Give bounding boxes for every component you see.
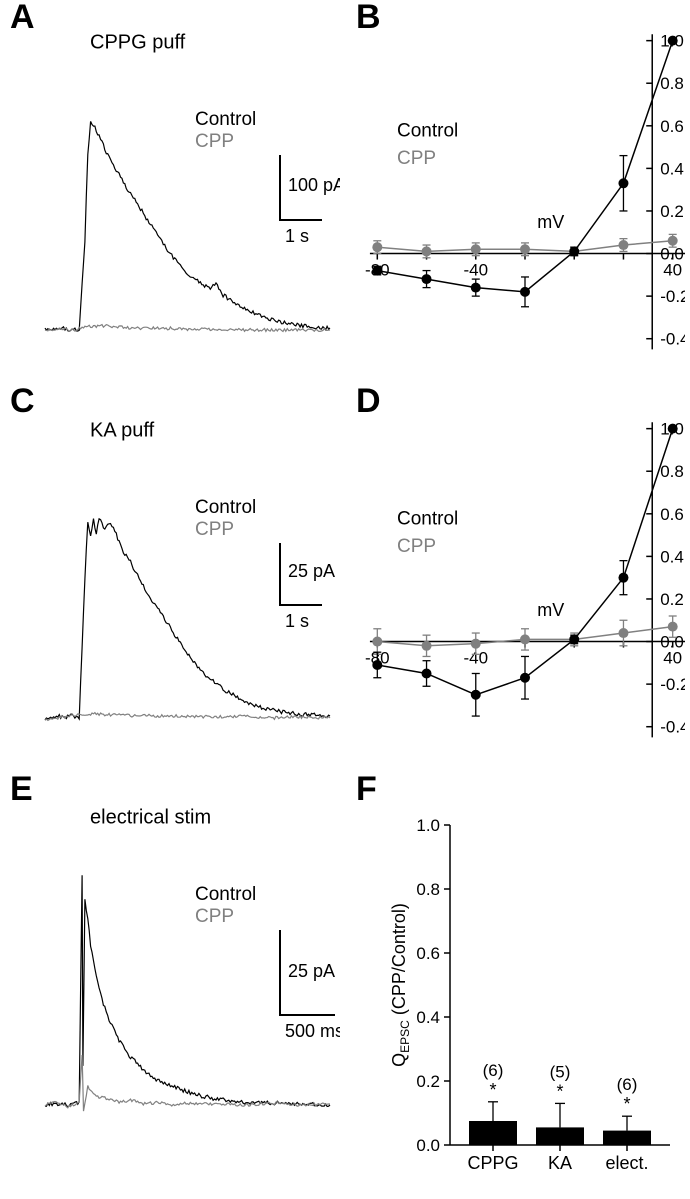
svg-text:mV: mV (537, 600, 564, 620)
svg-text:Control: Control (397, 508, 458, 529)
svg-text:KA: KA (548, 1153, 572, 1173)
svg-text:CPP: CPP (195, 519, 234, 540)
svg-text:0.2: 0.2 (660, 202, 684, 221)
svg-text:CPPG: CPPG (467, 1153, 518, 1173)
svg-text:(6): (6) (617, 1075, 638, 1094)
svg-text:0.8: 0.8 (416, 880, 440, 899)
svg-text:1 s: 1 s (285, 226, 309, 246)
svg-text:1 s: 1 s (285, 611, 309, 631)
svg-text:0.4: 0.4 (660, 159, 684, 178)
svg-text:0.6: 0.6 (660, 117, 684, 136)
svg-text:QEPSC (CPP/Control): QEPSC (CPP/Control) (390, 903, 412, 1067)
svg-text:0.6: 0.6 (416, 944, 440, 963)
panel-letter-d: D (356, 382, 381, 421)
svg-text:(5): (5) (550, 1062, 571, 1081)
svg-text:-40: -40 (463, 261, 488, 280)
panel-e-trace: electrical stim ControlCPP 25 pA 500 ms (35, 805, 340, 1145)
panel-c-trace: KA puff ControlCPP 25 pA 1 s (35, 418, 340, 748)
svg-text:*: * (556, 1081, 563, 1101)
svg-text:Control: Control (195, 109, 256, 130)
svg-text:25 pA: 25 pA (288, 961, 335, 981)
panel-letter-c: C (10, 382, 35, 421)
panel-d-iv: -80-4040-0.4-0.20.00.20.40.60.81.0Q/Q+40… (365, 418, 685, 748)
panel-b-iv: -80-4040-0.4-0.20.00.20.40.60.81.0Q/Q+40… (365, 30, 685, 360)
svg-text:0.2: 0.2 (416, 1072, 440, 1091)
panel-letter-e: E (10, 770, 33, 809)
svg-text:CPP: CPP (397, 148, 436, 169)
svg-text:-0.2: -0.2 (660, 675, 685, 694)
svg-text:CPP: CPP (397, 536, 436, 557)
panel-a-trace: CPPG puff ControlCPP 100 pA 1 s (35, 30, 340, 360)
svg-text:*: * (623, 1094, 630, 1114)
svg-text:0.8: 0.8 (660, 462, 684, 481)
svg-text:100 pA: 100 pA (288, 175, 340, 195)
svg-text:elect.: elect. (605, 1153, 648, 1173)
svg-text:-0.4: -0.4 (660, 718, 685, 737)
svg-text:0.4: 0.4 (660, 547, 684, 566)
panel-letter-f: F (356, 770, 377, 809)
svg-text:(6): (6) (483, 1061, 504, 1080)
svg-text:Control: Control (195, 884, 256, 905)
svg-text:1.0: 1.0 (416, 816, 440, 835)
svg-text:0.2: 0.2 (660, 590, 684, 609)
svg-text:500 ms: 500 ms (285, 1021, 340, 1041)
svg-text:0.0: 0.0 (416, 1136, 440, 1155)
svg-text:0.8: 0.8 (660, 74, 684, 93)
svg-text:KA puff: KA puff (90, 420, 155, 442)
svg-text:Control: Control (397, 120, 458, 141)
panel-letter-a: A (10, 0, 35, 37)
panel-f-bar: 0.0 0.2 0.4 0.6 0.8 1.0 QEPSC (CPP/Control) (6)… (390, 805, 680, 1185)
svg-text:-0.4: -0.4 (660, 330, 685, 349)
svg-text:Control: Control (195, 497, 256, 518)
svg-text:-0.2: -0.2 (660, 287, 685, 306)
svg-text:CPP: CPP (195, 131, 234, 152)
svg-text:CPP: CPP (195, 906, 234, 927)
svg-text:CPPG puff: CPPG puff (90, 32, 186, 54)
svg-text:25 pA: 25 pA (288, 561, 335, 581)
svg-text:electrical stim: electrical stim (90, 807, 211, 829)
svg-text:0.4: 0.4 (416, 1008, 440, 1027)
svg-text:*: * (489, 1080, 496, 1100)
svg-text:0.6: 0.6 (660, 505, 684, 524)
svg-text:mV: mV (537, 212, 564, 232)
